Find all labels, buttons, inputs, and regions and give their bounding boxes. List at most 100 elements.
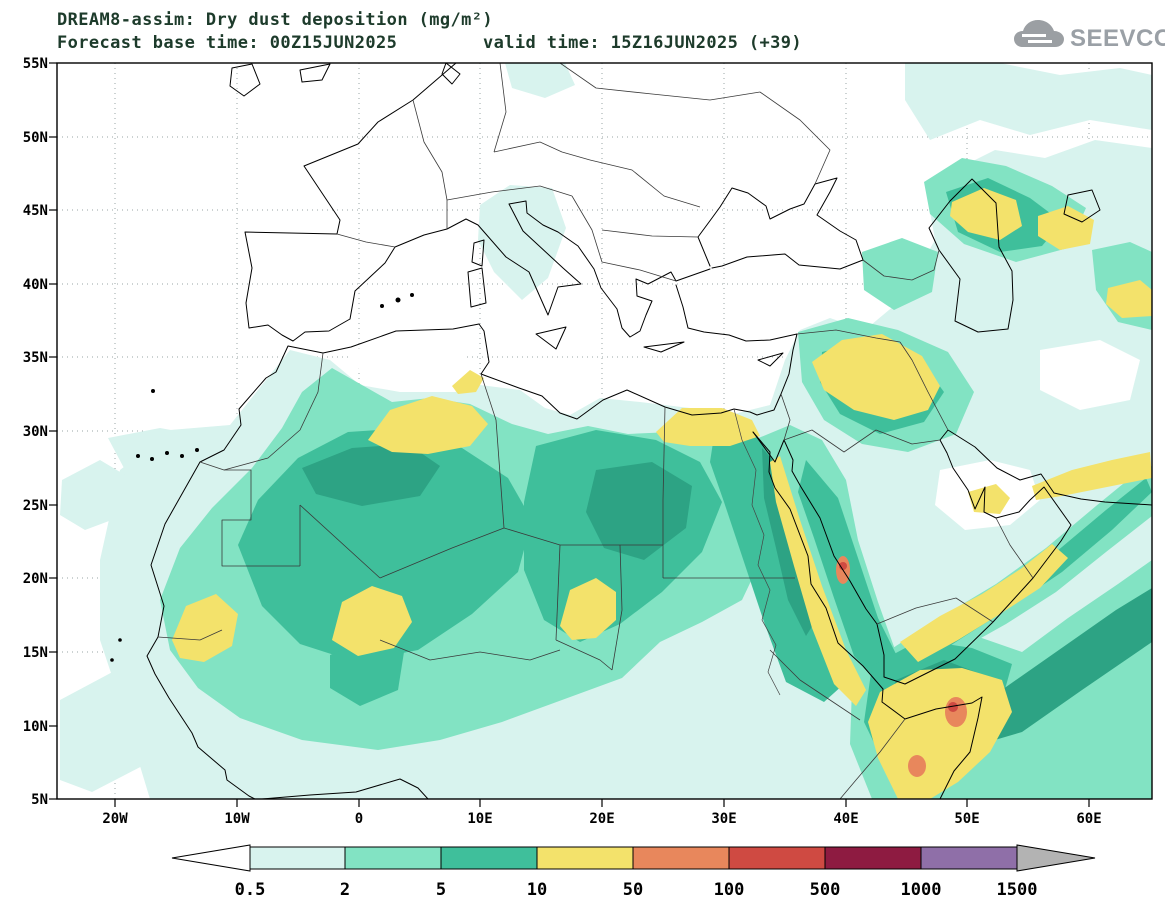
dust-region <box>60 460 130 530</box>
dust-region <box>505 63 575 98</box>
lon-tick-label: 10W <box>224 811 250 827</box>
lat-tick-label: 45N <box>23 203 48 219</box>
dust-region <box>560 578 616 640</box>
coastline-mediterranean-africa <box>146 284 798 799</box>
lat-tick-label: 20N <box>23 571 48 587</box>
lon-tick-label: 10E <box>467 811 492 827</box>
island-cyprus <box>757 352 784 367</box>
colorbar-tick-label: 500 <box>810 880 841 900</box>
dust-region <box>60 668 162 792</box>
border-line <box>862 249 940 281</box>
forecast-base-time-label: Forecast base time: 00Z15JUN2025 <box>57 33 397 53</box>
border-line <box>299 504 381 579</box>
colorbar-tick-label: 1000 <box>901 880 942 900</box>
lat-tick-label: 15N <box>23 645 48 661</box>
country-borders <box>157 63 1034 799</box>
border-line <box>783 429 941 453</box>
colorbar-tick-label: 2 <box>340 880 350 900</box>
lon-tick-label: 0 <box>355 811 363 827</box>
colorbar-tick-label: 5 <box>436 880 446 900</box>
border-line <box>780 393 791 441</box>
seevccc-logo: SEEVCCC <box>1014 20 1165 52</box>
lon-tick-label: 20W <box>102 811 128 827</box>
lon-tick-label: 20E <box>589 811 614 827</box>
island-britain-fragment <box>299 63 331 83</box>
dust-region <box>905 63 1152 140</box>
colorbar-segment <box>920 846 1018 870</box>
lat-axis-labels: 55N 50N 45N 40N 35N 30N 25N 20N 15N 10N … <box>23 56 48 808</box>
border-line <box>662 406 666 578</box>
border-line <box>759 91 831 185</box>
border-line <box>601 229 699 238</box>
colorbar-segment <box>824 846 922 870</box>
valid-time-label: valid time: 15Z16JUN2025 (+39) <box>483 33 802 53</box>
dust-region <box>1106 280 1152 318</box>
border-line <box>876 597 994 625</box>
colorbar-tick-label: 0.5 <box>235 880 266 900</box>
border-line <box>503 527 663 546</box>
border-line <box>221 469 300 567</box>
lat-tick-label: 30N <box>23 424 48 440</box>
border-line <box>480 373 505 529</box>
dust-region <box>452 370 484 394</box>
coastline-aral-sea <box>1063 189 1101 223</box>
dust-region <box>656 408 760 446</box>
lat-tick-label: 25N <box>23 498 48 514</box>
colorbar-segment <box>536 846 634 870</box>
dust-region <box>900 544 1068 662</box>
coastline-caspian-sea <box>928 178 1014 333</box>
border-line <box>555 639 613 671</box>
dust-region <box>862 238 938 310</box>
coastline-red-sea-africa <box>752 431 983 799</box>
cloud-stripe <box>1022 34 1046 37</box>
axis-ticks <box>49 62 1090 807</box>
island-sicily <box>535 326 567 350</box>
dust-region <box>368 396 488 454</box>
dust-region <box>839 562 847 570</box>
dust-region <box>908 755 926 777</box>
coastline-denmark-fragment <box>441 63 461 85</box>
lon-tick-label: 30E <box>711 811 736 827</box>
island-dots <box>110 293 414 662</box>
border-line <box>493 141 591 161</box>
nile-river <box>733 408 781 696</box>
dust-clear-holes <box>345 340 1140 530</box>
logo-text: SEEVCCC <box>1070 25 1165 52</box>
border-line <box>379 527 505 579</box>
lat-tick-label: 40N <box>23 277 48 293</box>
dust-region <box>302 444 440 506</box>
border-line <box>611 544 623 671</box>
lon-tick-label: 50E <box>954 811 979 827</box>
colorbar-tick-label: 100 <box>714 880 745 900</box>
lat-tick-label: 50N <box>23 130 48 146</box>
coastline-gulf-of-guinea <box>261 778 429 799</box>
cloud-stripe <box>1028 40 1052 43</box>
border-line <box>446 185 573 201</box>
island-sardinia <box>467 267 487 308</box>
border-line <box>995 517 1034 579</box>
border-line <box>493 63 507 153</box>
border-line <box>839 718 906 799</box>
colorbar-tick-label: 10 <box>527 880 547 900</box>
dust-region <box>586 462 692 560</box>
colorbar-tick-label: 50 <box>623 880 643 900</box>
coastline-europe <box>244 63 711 342</box>
coastline-arabia <box>752 429 1152 685</box>
colorbar: 0.5 2 5 10 50 100 500 1000 1500 <box>171 844 1096 900</box>
border-line <box>796 329 901 343</box>
border-line <box>199 352 324 471</box>
lon-tick-label: 40E <box>833 811 858 827</box>
border-line <box>379 639 561 661</box>
dust-region <box>1038 206 1094 250</box>
map-canvas <box>57 63 1152 799</box>
coastline-black-sea <box>697 177 864 270</box>
island-crete <box>643 341 685 353</box>
lat-tick-label: 55N <box>23 56 48 72</box>
border-line <box>412 99 448 229</box>
colorbar-segment <box>632 846 730 870</box>
colorbar-labels: 0.5 2 5 10 50 100 500 1000 1500 <box>235 880 1038 900</box>
colorbar-tick-label: 1500 <box>997 880 1038 900</box>
lat-tick-label: 10N <box>23 719 48 735</box>
clear-region <box>1040 340 1140 410</box>
